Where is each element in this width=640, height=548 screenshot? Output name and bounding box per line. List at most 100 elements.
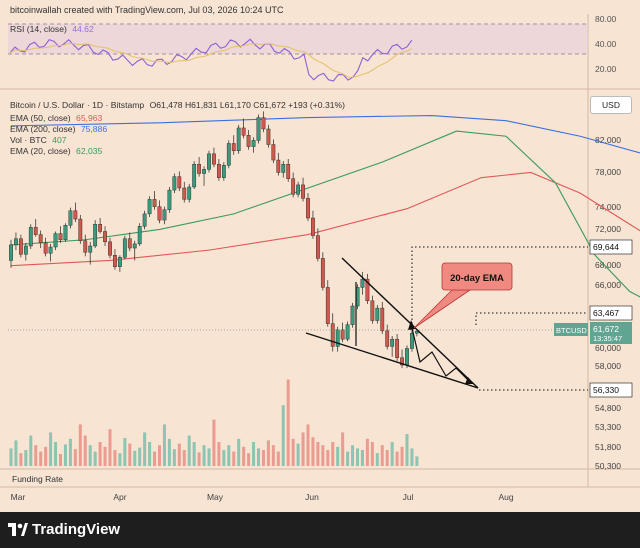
candle-body bbox=[360, 278, 365, 288]
price-axis-tick: 72,000 bbox=[595, 224, 621, 234]
volume-bar bbox=[346, 451, 350, 466]
volume-bar bbox=[336, 446, 340, 466]
volume-bar bbox=[212, 419, 216, 466]
volume-bar bbox=[14, 440, 18, 466]
volume-bar bbox=[410, 448, 414, 466]
volume-bar bbox=[301, 432, 305, 466]
ema50-name: EMA (50, close) bbox=[10, 113, 71, 123]
volume-bar bbox=[172, 449, 176, 466]
footer-bar: TradingView bbox=[0, 512, 640, 548]
volume-bar bbox=[118, 453, 122, 466]
volume-bar bbox=[128, 443, 132, 466]
candle-body bbox=[207, 153, 211, 170]
volume-bar bbox=[341, 432, 345, 466]
upper-target-label: 69,644 bbox=[593, 242, 619, 252]
time-axis-tick: Jun bbox=[305, 492, 319, 502]
volume-bar bbox=[291, 438, 295, 466]
symbol-title: Bitcoin / U.S. Dollar · 1D · Bitstamp bbox=[10, 100, 145, 110]
candle-body bbox=[93, 224, 98, 247]
volume-bar bbox=[227, 445, 231, 466]
volume-bar bbox=[148, 442, 152, 466]
brand-name: TradingView bbox=[32, 521, 121, 538]
candle-body bbox=[78, 218, 83, 241]
candle-body bbox=[281, 163, 286, 173]
candle-body bbox=[325, 287, 330, 324]
candle-body bbox=[38, 234, 43, 244]
volume-bar bbox=[93, 451, 97, 466]
candle-body bbox=[241, 127, 246, 136]
tradingview-logo-icon bbox=[8, 523, 28, 536]
candle-body bbox=[162, 209, 167, 221]
time-axis-tick: Mar bbox=[11, 492, 26, 502]
volume-bar bbox=[44, 446, 48, 466]
volume-bar bbox=[266, 440, 270, 466]
volume-bar bbox=[286, 379, 290, 466]
volume-bar bbox=[68, 438, 72, 466]
volume-bar bbox=[237, 438, 241, 466]
candle-body bbox=[301, 184, 305, 199]
ema20-value: 62,035 bbox=[76, 146, 103, 156]
volume-bar bbox=[316, 442, 320, 466]
volume-bar bbox=[365, 438, 369, 466]
candle-body bbox=[276, 159, 281, 173]
candle-body bbox=[221, 165, 226, 178]
current-price-box bbox=[590, 322, 632, 344]
arrow-head-icon bbox=[465, 377, 474, 384]
candle-body bbox=[330, 323, 335, 347]
candle-body bbox=[320, 258, 325, 288]
ema200-name: EMA (200, close) bbox=[10, 124, 76, 134]
candle-body bbox=[117, 257, 122, 267]
candle-body bbox=[172, 176, 177, 191]
candle-body bbox=[63, 225, 68, 240]
ema200-line bbox=[10, 114, 640, 154]
candle-body bbox=[23, 245, 28, 255]
volume-bar bbox=[108, 429, 112, 466]
candle-body bbox=[53, 233, 58, 248]
price-axis-tick: 66,000 bbox=[595, 280, 621, 290]
volume-bar bbox=[321, 445, 325, 466]
rsi-axis-tick: 20.00 bbox=[595, 64, 617, 74]
countdown-label: 13:35:47 bbox=[593, 334, 622, 343]
candle-body bbox=[147, 199, 152, 215]
candle-body bbox=[73, 210, 78, 220]
candle-body bbox=[197, 163, 201, 174]
volume-bar bbox=[34, 445, 38, 466]
candle-body bbox=[405, 348, 409, 366]
volume-bar bbox=[177, 443, 181, 466]
volume-bar bbox=[19, 453, 23, 466]
volume-bar bbox=[222, 450, 226, 466]
candle-body bbox=[108, 241, 112, 256]
volume-bar bbox=[197, 452, 201, 466]
candle-body bbox=[231, 143, 236, 151]
candle-body bbox=[385, 330, 390, 347]
rsi-axis-tick: 40.00 bbox=[595, 39, 617, 49]
price-axis-tick: 53,300 bbox=[595, 422, 621, 432]
volume-bar bbox=[356, 448, 359, 466]
candle-body bbox=[48, 246, 53, 254]
currency-button[interactable]: USD bbox=[590, 96, 632, 114]
volume-bar bbox=[370, 442, 374, 466]
price-axis-tick: 74,000 bbox=[595, 202, 621, 212]
volume-bar bbox=[88, 445, 92, 466]
volume-bar bbox=[385, 450, 389, 466]
candle-body bbox=[14, 238, 18, 246]
candle-body bbox=[142, 213, 147, 227]
rsi-legend-value: 44.62 bbox=[72, 24, 94, 34]
candle-body bbox=[33, 227, 38, 235]
mid-target-line bbox=[475, 312, 588, 325]
volume-bar bbox=[167, 438, 171, 466]
candle-body bbox=[410, 332, 414, 349]
volume-bar bbox=[133, 450, 137, 466]
volume-bar bbox=[375, 453, 379, 466]
rsi-line bbox=[9, 38, 413, 82]
candle-body bbox=[19, 238, 23, 255]
candle-body bbox=[261, 117, 266, 130]
candle-body bbox=[286, 163, 291, 179]
chart-header: bitcoinwallah created with TradingView.c… bbox=[10, 5, 284, 15]
volume-bar bbox=[415, 456, 419, 466]
price-axis-tick: 60,000 bbox=[595, 343, 621, 353]
ema50-legend: EMA (50, close) 65,963 bbox=[10, 113, 105, 123]
candle-body bbox=[152, 199, 157, 207]
volume-bar bbox=[63, 444, 67, 466]
